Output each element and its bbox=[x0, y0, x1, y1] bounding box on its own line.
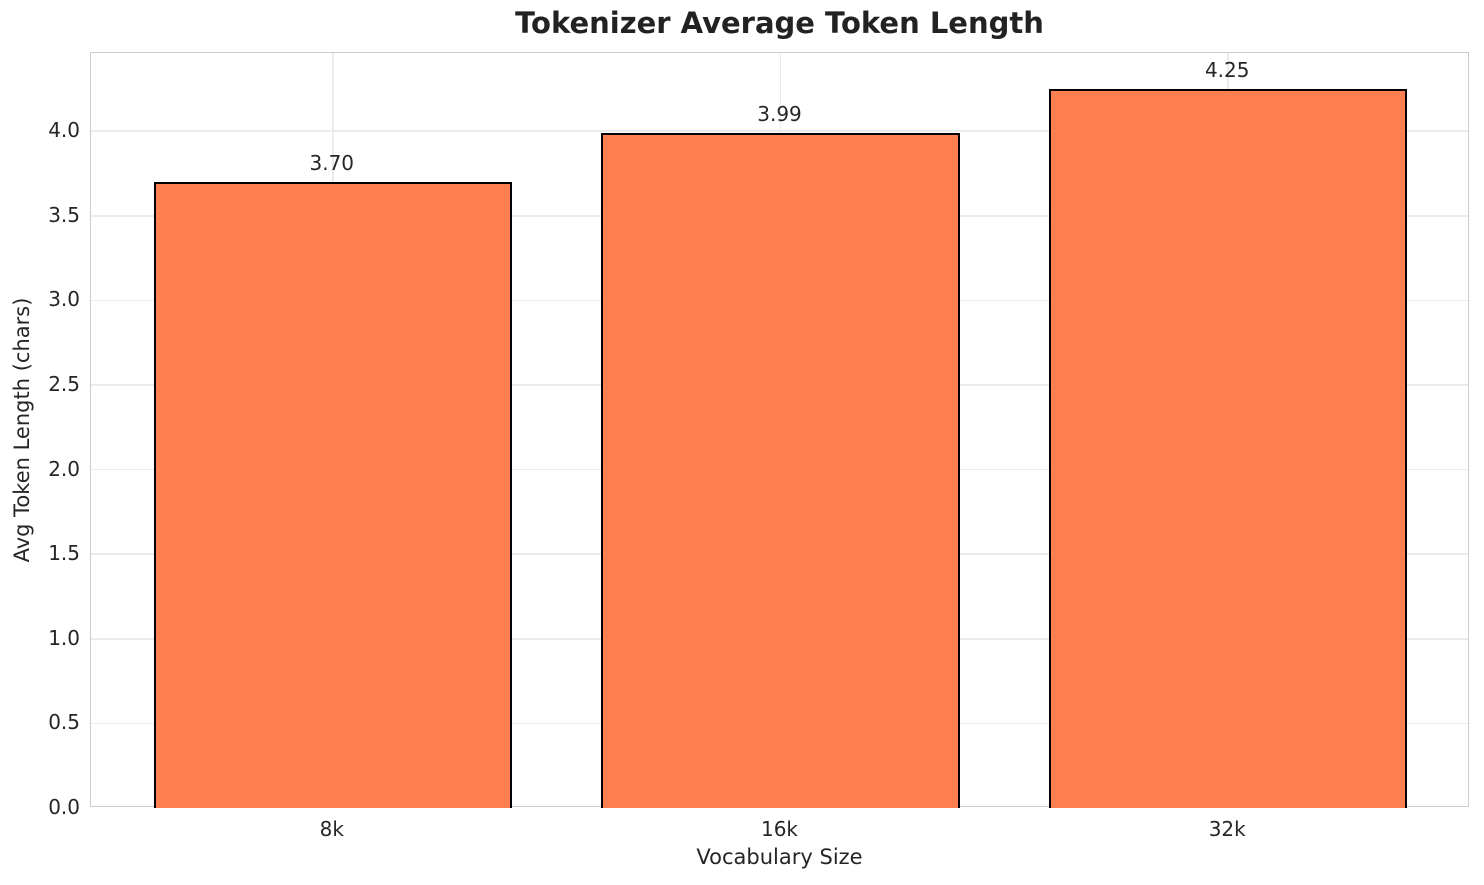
bar-16k bbox=[601, 132, 960, 808]
y-tick-label: 0.5 bbox=[48, 710, 80, 735]
y-tick-label: 3.0 bbox=[48, 287, 80, 312]
y-tick-label: 4.0 bbox=[48, 118, 80, 143]
y-tick-label: 2.0 bbox=[48, 456, 80, 481]
y-tick-label: 2.5 bbox=[48, 372, 80, 397]
bar-value-label: 3.99 bbox=[757, 101, 802, 126]
bar-value-label: 3.70 bbox=[309, 151, 355, 175]
y-tick-label: 3.5 bbox=[48, 202, 80, 227]
x-tick-label: 32k bbox=[1208, 817, 1246, 841]
x-tick-label: 16k bbox=[760, 817, 799, 841]
bar-32k bbox=[1049, 88, 1408, 808]
y-axis-label: Avg Token Length (chars) bbox=[10, 297, 34, 563]
chart-title: Tokenizer Average Token Length bbox=[515, 6, 1044, 40]
plot-area bbox=[90, 52, 1469, 808]
y-tick-label: 0.0 bbox=[48, 795, 80, 819]
y-gridline bbox=[91, 130, 1468, 132]
bar-value-label: 4.25 bbox=[1204, 57, 1250, 82]
y-tick-label: 1.0 bbox=[48, 625, 80, 650]
y-tick-label: 1.5 bbox=[48, 541, 80, 566]
x-axis-label: Vocabulary Size bbox=[696, 845, 863, 869]
bar-8k bbox=[153, 182, 512, 808]
x-tick-label: 8k bbox=[319, 817, 344, 841]
